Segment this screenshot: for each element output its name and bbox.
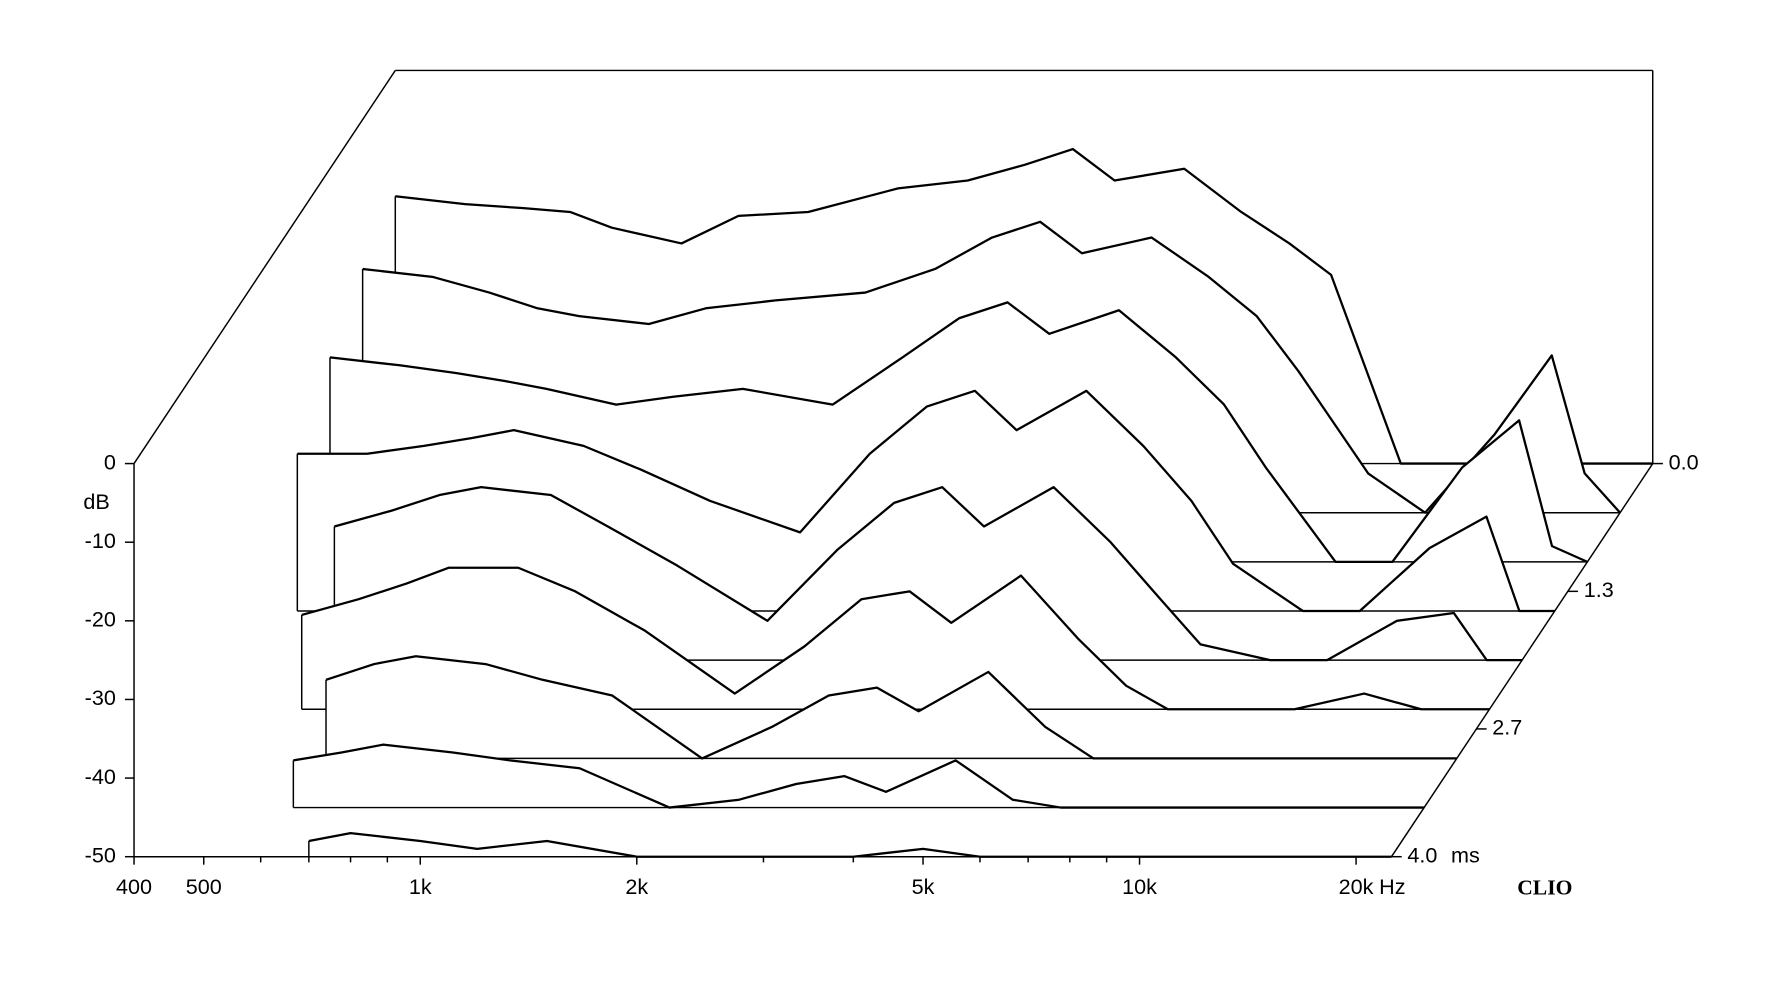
x-tick-label: 20k	[1339, 874, 1374, 899]
x-tick-label: 2k	[625, 874, 648, 899]
z-tick-label: 4.0	[1407, 842, 1437, 867]
y-tick-label: -10	[85, 528, 116, 553]
brand-label: CLIO	[1517, 876, 1572, 900]
z-tick-label: 0.0	[1669, 449, 1699, 474]
x-tick-label: 5k	[912, 874, 935, 899]
slice-fill	[326, 656, 1457, 759]
x-tick-label: 10k	[1122, 874, 1157, 899]
y-tick-label: -50	[85, 842, 116, 867]
x-tick-label: 500	[186, 874, 222, 899]
x-tick-label: 400	[116, 874, 152, 899]
y-axis-label: dB	[83, 489, 109, 514]
slice-fill	[301, 567, 1490, 710]
slice-fill	[308, 833, 1392, 857]
frame-diagonal	[133, 70, 396, 464]
y-tick-label: 0	[104, 449, 116, 474]
y-tick-label: -30	[85, 685, 116, 710]
decay-slice	[334, 486, 1523, 662]
decay-slice	[329, 301, 1588, 563]
slice-fill	[293, 744, 1425, 808]
decay-slice	[301, 566, 1490, 711]
x-unit-label: Hz	[1379, 874, 1405, 899]
y-tick-label: -20	[85, 607, 116, 632]
z-tick-label: 2.7	[1492, 715, 1522, 740]
decay-slice	[297, 389, 1555, 613]
z-tick-label: 1.3	[1584, 577, 1614, 602]
decay-slice	[293, 743, 1425, 809]
y-tick-label: -40	[85, 764, 116, 789]
z-unit-label: ms	[1451, 842, 1480, 867]
x-tick-label: 1k	[409, 874, 432, 899]
decay-slice	[325, 655, 1457, 760]
decay-slice	[308, 831, 1392, 858]
slice-fill	[334, 487, 1523, 661]
